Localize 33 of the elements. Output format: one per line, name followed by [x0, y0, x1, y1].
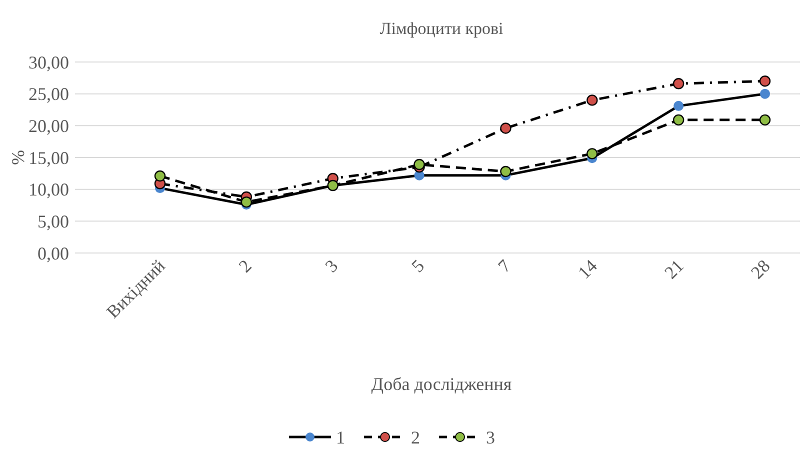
point [414, 158, 425, 170]
x-tick-label: 7 [494, 256, 515, 276]
point [674, 100, 684, 111]
y-tick-label: 20,00 [28, 116, 69, 136]
y-tick-label: 5,00 [38, 211, 69, 232]
legend-label: 2 [411, 427, 420, 448]
legend-label: 3 [486, 427, 495, 448]
point [672, 114, 684, 126]
point [240, 196, 252, 208]
point [586, 94, 598, 106]
x-tick-label: 21 [660, 256, 688, 283]
point [586, 148, 598, 160]
y-tick-label: 30,00 [28, 52, 69, 72]
y-axis-title: % [8, 150, 28, 165]
y-tick-label: 10,00 [28, 180, 69, 200]
point [759, 76, 771, 87]
x-tick-label: 28 [746, 256, 774, 283]
point [760, 88, 770, 99]
point [672, 78, 684, 90]
x-tick-label: 2 [234, 256, 256, 276]
point [500, 122, 512, 134]
y-tick-label: 15,00 [28, 148, 69, 168]
chart-title: Лімфоцити крові [380, 19, 504, 38]
point [759, 114, 771, 126]
point [500, 166, 512, 178]
x-tick-label: 3 [321, 256, 342, 276]
x-tick-label: 5 [408, 256, 428, 276]
x-axis-title: Доба дослідження [371, 374, 512, 394]
y-tick-label: 25,00 [28, 84, 69, 104]
y-tick-label: 0,00 [38, 243, 69, 264]
legend-label: 1 [336, 427, 345, 448]
point [154, 170, 166, 182]
x-tick-label: 14 [574, 256, 601, 283]
